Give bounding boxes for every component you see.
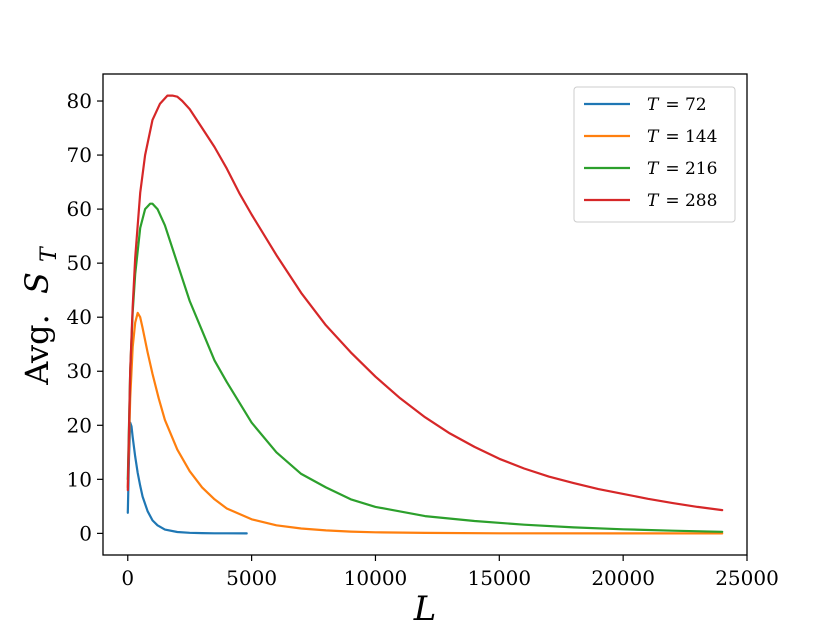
series-line-2 (126, 202, 724, 533)
y-tick-label: 30 (67, 359, 92, 383)
x-tick-label: 0 (121, 566, 134, 590)
series-line-1 (126, 311, 724, 535)
x-tick-label: 10000 (344, 566, 408, 590)
series-layer (126, 94, 724, 535)
series-line-0 (126, 421, 248, 535)
x-tick-label: 25000 (715, 566, 779, 590)
legend-label-3: T = 288 (647, 191, 717, 211)
y-tick-label: 70 (67, 143, 92, 167)
legend-label-variable: T (647, 95, 660, 115)
y-tick-label: 20 (67, 413, 92, 437)
y-axis-title-subscript: T (37, 245, 62, 262)
y-axis-title-prefix: Avg. (18, 314, 56, 386)
x-tick-label: 20000 (591, 566, 655, 590)
legend-label-variable: T (647, 159, 660, 179)
x-tick-label: 15000 (467, 566, 531, 590)
y-tick-label: 0 (79, 521, 92, 545)
y-axis-title-symbol: S (18, 272, 56, 294)
legend-box (573, 86, 736, 223)
x-axis-title: L (413, 589, 437, 629)
y-tick-label: 60 (67, 197, 92, 221)
legend-label-value: = 144 (665, 127, 717, 147)
y-tick-label: 80 (67, 89, 92, 113)
legend-label-1: T = 144 (647, 127, 717, 147)
plot-frame (102, 73, 748, 556)
x-tick-label: 5000 (226, 566, 277, 590)
svg-text:Avg. S T: Avg. S T (18, 245, 62, 386)
legend-label-variable: T (647, 191, 660, 211)
legend-label-0: T = 72 (647, 95, 707, 115)
y-tick-label: 40 (67, 305, 92, 329)
legend-label-value: = 216 (665, 159, 717, 179)
legend-label-value: = 288 (665, 191, 717, 211)
legend-label-value: = 72 (665, 95, 706, 115)
y-tick-label: 10 (67, 467, 92, 491)
y-axis-ticks: 0 10 20 30 40 50 60 70 80 (67, 89, 103, 545)
x-axis-ticks: 0 5000 10000 15000 20000 25000 (121, 555, 779, 590)
legend-label-variable: T (647, 127, 660, 147)
y-tick-label: 50 (67, 251, 92, 275)
series-line-3 (126, 94, 724, 512)
legend-label-2: T = 216 (647, 159, 717, 179)
y-axis-title: Avg. S T (18, 245, 62, 386)
